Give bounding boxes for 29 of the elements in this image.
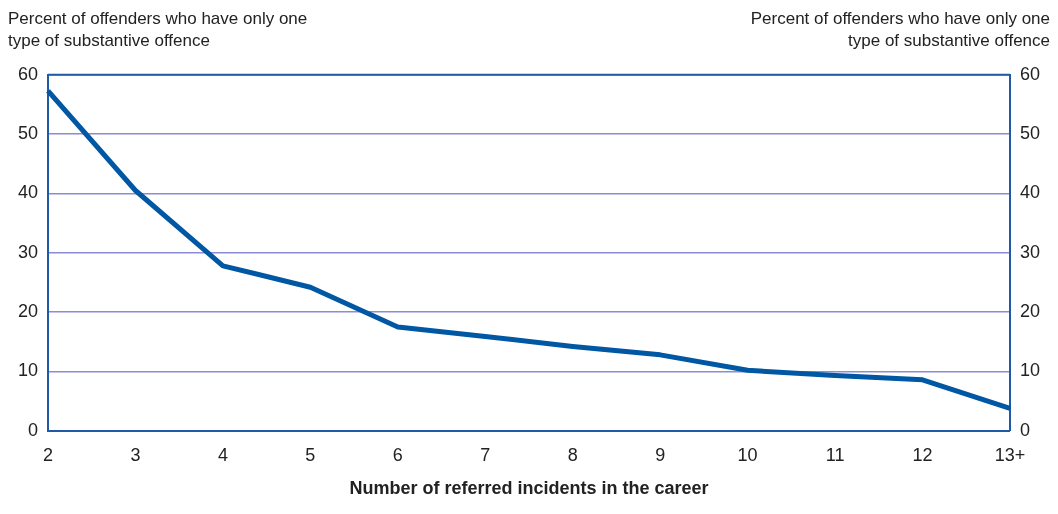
y-tick-label: 10 [17,360,39,381]
y-tick-label: 0 [28,419,39,440]
y2-tick-label: 20 [1019,301,1041,322]
y2-tick-label: 60 [1019,63,1041,84]
x-tick-label: 5 [305,444,316,465]
x-tick-label: 11 [825,444,845,465]
x-tick-label: 13+ [994,444,1026,465]
y-tick-label: 30 [17,241,39,262]
y2-tick-label: 30 [1019,241,1041,262]
y2-tick-label: 50 [1019,123,1041,144]
y-axis-title: Percent of offenders who have only one type of substantive offence [8,8,308,52]
x-tick-label: 7 [480,444,491,465]
x-tick-label: 10 [737,444,758,465]
x-tick-label: 3 [130,444,141,465]
y2-tick-label: 10 [1019,360,1041,381]
y-tick-label: 50 [17,123,39,144]
y2-axis-title: Percent of offenders who have only one type of substantive offence [750,8,1050,52]
x-tick-label: 6 [392,444,403,465]
y-tick-label: 60 [17,63,39,84]
x-tick-label: 8 [567,444,578,465]
x-tick-label: 4 [217,444,228,465]
y2-tick-label: 0 [1019,419,1030,440]
y-tick-label: 40 [17,182,39,203]
y-tick-label: 20 [17,301,39,322]
y2-tick-label: 40 [1019,182,1041,203]
x-tick-label: 9 [655,444,666,465]
x-axis-title: Number of referred incidents in the career [349,478,709,499]
x-tick-label: 2 [43,444,54,465]
x-tick-label: 12 [912,444,933,465]
